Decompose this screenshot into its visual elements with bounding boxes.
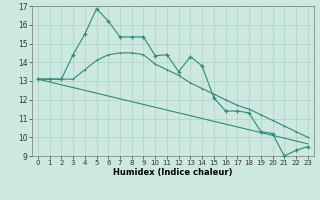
X-axis label: Humidex (Indice chaleur): Humidex (Indice chaleur) bbox=[113, 168, 233, 177]
